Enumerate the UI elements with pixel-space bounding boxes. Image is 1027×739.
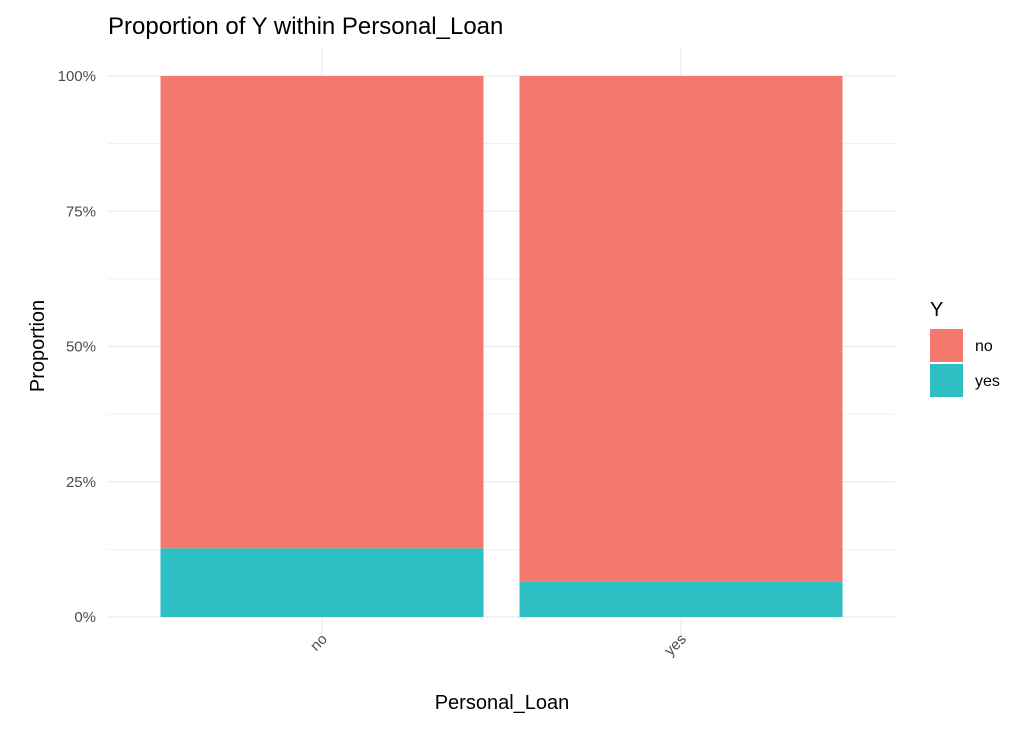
y-tick-label: 25%	[66, 474, 96, 491]
legend-title: Y	[930, 299, 943, 321]
y-axis-ticks: 0% 25% 50% 75% 100%	[58, 68, 96, 626]
legend-key-no	[930, 329, 963, 362]
legend-key-yes	[930, 364, 963, 397]
bar-no-no	[160, 76, 484, 549]
bar-yes-no	[519, 76, 843, 582]
y-tick-label: 50%	[66, 339, 96, 356]
legend-label-yes: yes	[975, 373, 1000, 390]
x-tick-label: no	[307, 631, 331, 655]
y-tick-label: 0%	[74, 609, 96, 626]
bar-no-yes	[160, 548, 484, 617]
y-tick-label: 100%	[58, 68, 96, 85]
chart-title: Proportion of Y within Personal_Loan	[108, 13, 503, 40]
legend: Y no yes	[930, 299, 1000, 397]
x-axis-ticks: no yes	[307, 631, 690, 660]
legend-label-no: no	[975, 338, 993, 355]
bar-yes-yes	[519, 581, 843, 617]
y-tick-label: 75%	[66, 203, 96, 220]
x-tick-label: yes	[661, 631, 690, 660]
y-axis-title: Proportion	[27, 300, 49, 392]
bars	[160, 76, 843, 617]
x-axis-title: Personal_Loan	[435, 692, 570, 714]
